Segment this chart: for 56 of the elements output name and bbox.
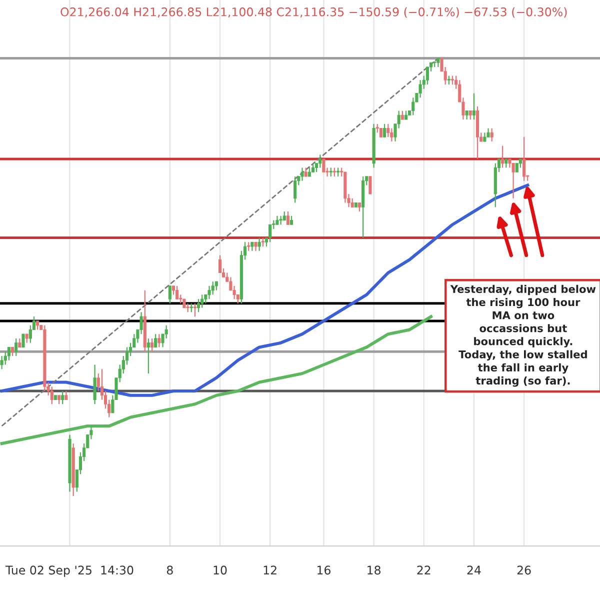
candlestick (501, 145, 504, 168)
x-tick-label: 8 (166, 566, 173, 575)
candlestick (4, 351, 7, 366)
candlestick (218, 254, 222, 274)
candlestick (208, 285, 211, 300)
candlestick (232, 285, 236, 300)
candlestick (154, 334, 158, 348)
candlestick (300, 167, 304, 182)
candlestick (382, 123, 386, 138)
candlestick (322, 158, 326, 172)
candlestick (150, 338, 154, 352)
x-tick-label: 12 (264, 566, 276, 574)
candlestick (368, 176, 372, 194)
x-tick-label: 24 (467, 566, 481, 574)
candlestick (426, 66, 429, 86)
candlestick (211, 280, 214, 296)
candlestick (522, 136, 526, 182)
candlestick (412, 97, 415, 116)
annotation: Yesterday, dipped below the rising 100 hour MA on two occassions but bounced quickly. Today, the low stalled the fall in early trading (so far). (450, 284, 596, 387)
candlestick (61, 390, 64, 405)
candlestick (258, 237, 261, 252)
candlestick (50, 386, 54, 405)
candlestick (0, 355, 4, 370)
candlestick (200, 294, 204, 308)
x-tick-label: 16 (318, 566, 330, 575)
candlestick (158, 334, 161, 348)
candlestick (318, 154, 322, 168)
candlestick (93, 364, 96, 405)
candlestick (294, 176, 297, 204)
x-tick-label: 10 (214, 566, 227, 575)
candlestick (268, 224, 272, 243)
candlestick (146, 338, 150, 374)
x-tick-label: Tue 02 Sep '25 14:30 (5, 566, 134, 577)
candlestick (22, 334, 25, 348)
candlestick (7, 346, 10, 361)
candlestick (390, 128, 394, 142)
candlestick (140, 312, 143, 335)
candlestick (418, 80, 422, 98)
chart-subtitle: O21,266.04 H21,266.85 L21,100.48 C21,116.35 −150.59 (−0.71%) −67.53 (−0.30%) (60, 7, 567, 18)
candlestick (186, 302, 190, 313)
candlestick (193, 302, 196, 318)
candlestick (286, 210, 290, 226)
candlestick (176, 285, 179, 300)
candlestick (279, 215, 282, 226)
candlestick (28, 324, 32, 344)
candlestick (512, 162, 515, 199)
candlestick (168, 285, 172, 304)
x-tick-label: 22 (417, 566, 430, 574)
candlestick (14, 338, 18, 357)
candlestick (386, 123, 390, 138)
x-tick-label: 18 (368, 566, 380, 575)
candlestick (196, 298, 200, 313)
candlestick (472, 92, 476, 120)
candlestick (164, 324, 168, 340)
x-tick-label: 26 (517, 566, 531, 575)
candlestick (490, 128, 494, 142)
